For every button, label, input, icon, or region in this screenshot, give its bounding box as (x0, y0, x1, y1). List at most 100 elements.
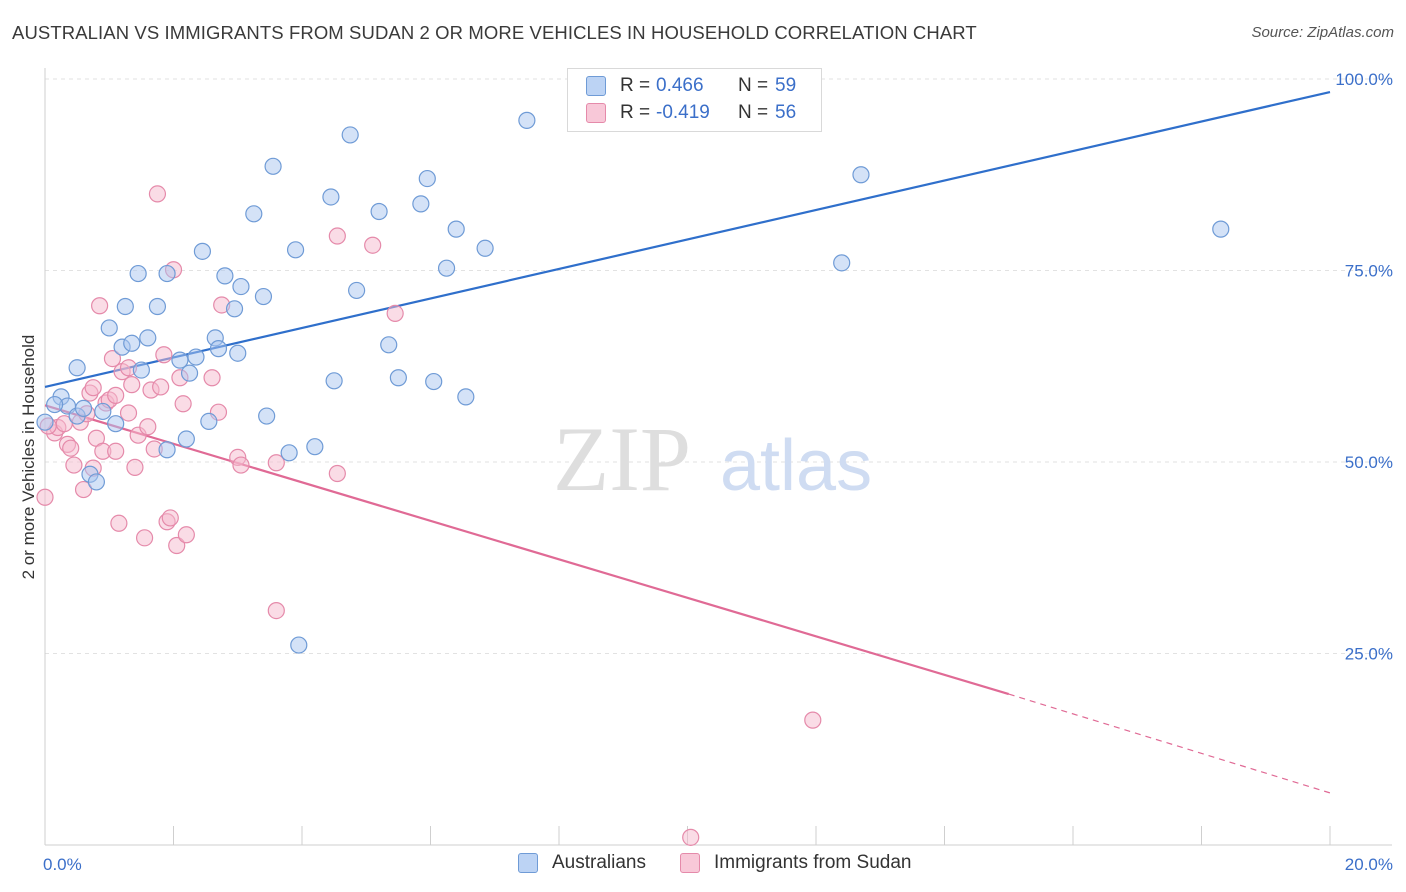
data-point-sudan (203, 369, 221, 387)
x-tick-label-max: 20.0% (1345, 855, 1393, 874)
data-point-sudan (74, 480, 93, 499)
data-point-australians (46, 395, 64, 414)
legend-label-sudan: Immigrants from Sudan (714, 852, 912, 873)
data-point-sudan (103, 349, 122, 368)
data-point-sudan (328, 464, 346, 483)
data-point-australians (425, 372, 443, 391)
chart-title: AUSTRALIAN VS IMMIGRANTS FROM SUDAN 2 OR… (12, 22, 977, 43)
watermark-atlas: atlas (720, 426, 872, 506)
data-point-australians (148, 297, 167, 316)
data-point-sudan (148, 185, 167, 203)
trend-lines (44, 90, 1331, 794)
data-point-australians (418, 169, 436, 188)
data-point-sudan (65, 456, 83, 474)
data-point-sudan (267, 454, 285, 472)
data-point-sudan (62, 439, 80, 457)
data-point-sudan (177, 526, 195, 544)
data-point-australians (518, 111, 536, 129)
legend-n-label: N = (738, 102, 769, 123)
data-point-australians (229, 344, 247, 362)
data-point-australians (457, 388, 475, 406)
data-point-sudan (267, 602, 285, 620)
data-point-australians (74, 399, 93, 417)
data-point-sudan (386, 304, 404, 322)
series-immigrants-from-sudan (36, 185, 822, 846)
y-axis-label: 2 or more Vehicles in Household (19, 335, 38, 580)
legend-row-australians: R = 0.466 N = 59 (586, 74, 796, 98)
data-point-sudan (139, 418, 157, 436)
series-australians (36, 111, 1230, 654)
trend-line-australians (44, 90, 1331, 389)
data-point-australians (306, 438, 324, 456)
y-tick-labels: 25.0% 50.0% 75.0% 100.0% (1335, 70, 1393, 664)
legend-r-value: -0.419 (656, 102, 710, 123)
gridlines (45, 78, 1392, 654)
data-point-sudan (328, 227, 346, 245)
data-point-australians (100, 319, 118, 337)
y-tick-label: 75.0% (1345, 262, 1393, 281)
data-point-australians (341, 126, 359, 144)
data-point-sudan (135, 529, 154, 547)
legend-n-value: 56 (775, 102, 797, 123)
series-legend: Australians Immigrants from Sudan (0, 852, 1406, 876)
x-tick-label-min: 0.0% (43, 855, 82, 874)
data-point-australians (286, 241, 305, 259)
correlation-legend: R = 0.466 N = 59 R = -0.419 N = 56 (567, 68, 822, 132)
data-point-australians (132, 361, 150, 379)
legend-label-australians: Australians (552, 852, 646, 873)
data-point-australians (123, 334, 141, 352)
data-point-australians (68, 359, 86, 377)
data-point-australians (87, 473, 106, 491)
data-point-australians (254, 287, 273, 306)
data-point-australians (290, 636, 308, 654)
legend-r-label: R = (620, 75, 651, 96)
data-point-australians (200, 412, 218, 431)
y-tick-label: 25.0% (1345, 645, 1393, 664)
data-point-sudan (682, 828, 700, 846)
data-point-sudan (107, 386, 125, 404)
data-point-australians (139, 329, 157, 347)
legend-swatch-blue (586, 76, 606, 96)
data-point-australians (225, 300, 244, 318)
data-point-sudan (126, 458, 144, 476)
data-point-australians (116, 297, 134, 316)
legend-row-sudan: R = -0.419 N = 56 (586, 101, 796, 125)
data-point-australians (280, 444, 298, 462)
legend-r-value: 0.466 (656, 75, 704, 96)
data-point-australians (852, 166, 870, 184)
watermark-zip: ZIP (553, 408, 691, 510)
data-point-australians (94, 402, 112, 421)
data-point-sudan (364, 236, 382, 254)
axes (44, 68, 1392, 846)
data-point-australians (177, 430, 195, 448)
trend-line-sudan (44, 404, 1010, 696)
y-tick-label: 100.0% (1335, 70, 1393, 89)
data-point-australians (158, 264, 176, 283)
data-point-sudan (123, 376, 141, 394)
data-point-australians (1212, 220, 1230, 238)
data-point-sudan (119, 404, 138, 422)
data-point-australians (187, 348, 205, 366)
data-point-australians (348, 281, 366, 300)
data-point-sudan (110, 514, 128, 532)
legend-r-label: R = (620, 102, 651, 123)
data-point-australians (171, 351, 189, 369)
data-point-australians (389, 369, 407, 387)
legend-item-sudan: Immigrants from Sudan (680, 852, 911, 874)
trend-line-sudan-extrapolated (1008, 693, 1331, 794)
data-point-australians (129, 264, 147, 283)
data-point-sudan (161, 509, 179, 527)
y-tick-label: 50.0% (1345, 453, 1393, 472)
data-point-sudan (168, 536, 186, 555)
data-point-australians (209, 340, 228, 358)
data-point-sudan (107, 442, 125, 460)
data-point-sudan (232, 456, 250, 474)
data-point-australians (322, 188, 340, 206)
data-point-australians (264, 157, 282, 175)
data-point-sudan (36, 488, 54, 506)
data-point-australians (437, 259, 456, 277)
data-point-australians (180, 364, 199, 382)
legend-n-label: N = (738, 75, 769, 96)
data-point-australians (258, 407, 276, 425)
